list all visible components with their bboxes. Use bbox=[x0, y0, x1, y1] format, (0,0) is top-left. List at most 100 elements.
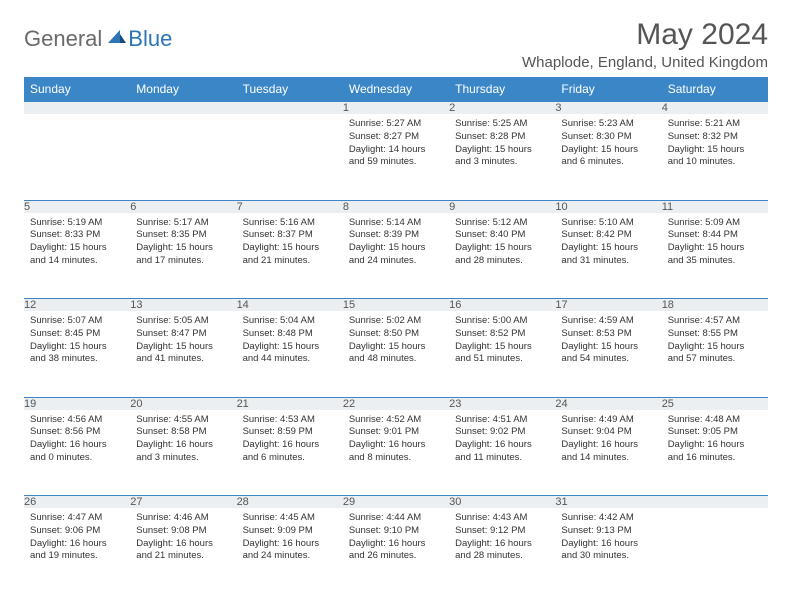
day-number: 10 bbox=[555, 200, 661, 213]
day-number: 15 bbox=[343, 299, 449, 312]
day-number: 28 bbox=[237, 496, 343, 509]
day-number: 12 bbox=[24, 299, 130, 312]
day-cell: Sunrise: 5:12 AMSunset: 8:40 PMDaylight:… bbox=[449, 213, 555, 299]
day-body: Sunrise: 4:49 AMSunset: 9:04 PMDaylight:… bbox=[555, 410, 661, 471]
day-body: Sunrise: 5:09 AMSunset: 8:44 PMDaylight:… bbox=[662, 213, 768, 274]
day-body: Sunrise: 4:59 AMSunset: 8:53 PMDaylight:… bbox=[555, 311, 661, 372]
day-body: Sunrise: 4:52 AMSunset: 9:01 PMDaylight:… bbox=[343, 410, 449, 471]
day-number: 16 bbox=[449, 299, 555, 312]
location-text: Whaplode, England, United Kingdom bbox=[522, 54, 768, 71]
day-number: 20 bbox=[130, 397, 236, 410]
day-body: Sunrise: 4:57 AMSunset: 8:55 PMDaylight:… bbox=[662, 311, 768, 372]
day-body: Sunrise: 5:04 AMSunset: 8:48 PMDaylight:… bbox=[237, 311, 343, 372]
day-body: Sunrise: 5:19 AMSunset: 8:33 PMDaylight:… bbox=[24, 213, 130, 274]
day-number: 6 bbox=[130, 200, 236, 213]
day-body: Sunrise: 5:16 AMSunset: 8:37 PMDaylight:… bbox=[237, 213, 343, 274]
day-header: Saturday bbox=[662, 77, 768, 102]
day-cell: Sunrise: 4:49 AMSunset: 9:04 PMDaylight:… bbox=[555, 410, 661, 496]
title-block: May 2024 Whaplode, England, United Kingd… bbox=[522, 18, 768, 71]
day-body: Sunrise: 4:42 AMSunset: 9:13 PMDaylight:… bbox=[555, 508, 661, 569]
day-body: Sunrise: 4:43 AMSunset: 9:12 PMDaylight:… bbox=[449, 508, 555, 569]
day-number: 21 bbox=[237, 397, 343, 410]
week-number-row: 19202122232425 bbox=[24, 397, 768, 410]
day-number: 8 bbox=[343, 200, 449, 213]
week-number-row: 262728293031 bbox=[24, 496, 768, 509]
day-cell: Sunrise: 4:55 AMSunset: 8:58 PMDaylight:… bbox=[130, 410, 236, 496]
week-body-row: Sunrise: 4:56 AMSunset: 8:56 PMDaylight:… bbox=[24, 410, 768, 496]
day-number: 30 bbox=[449, 496, 555, 509]
day-number: 26 bbox=[24, 496, 130, 509]
day-cell: Sunrise: 5:09 AMSunset: 8:44 PMDaylight:… bbox=[662, 213, 768, 299]
day-number: 31 bbox=[555, 496, 661, 509]
day-body: Sunrise: 4:45 AMSunset: 9:09 PMDaylight:… bbox=[237, 508, 343, 569]
day-header: Tuesday bbox=[237, 77, 343, 102]
day-body: Sunrise: 4:48 AMSunset: 9:05 PMDaylight:… bbox=[662, 410, 768, 471]
day-cell: Sunrise: 5:05 AMSunset: 8:47 PMDaylight:… bbox=[130, 311, 236, 397]
day-number: 19 bbox=[24, 397, 130, 410]
day-cell: Sunrise: 4:44 AMSunset: 9:10 PMDaylight:… bbox=[343, 508, 449, 594]
day-cell: Sunrise: 4:52 AMSunset: 9:01 PMDaylight:… bbox=[343, 410, 449, 496]
day-number: 11 bbox=[662, 200, 768, 213]
day-number: 9 bbox=[449, 200, 555, 213]
day-number: 5 bbox=[24, 200, 130, 213]
day-header: Wednesday bbox=[343, 77, 449, 102]
calendar-table: SundayMondayTuesdayWednesdayThursdayFrid… bbox=[24, 77, 768, 594]
empty-day-cell bbox=[662, 508, 768, 594]
day-cell: Sunrise: 5:14 AMSunset: 8:39 PMDaylight:… bbox=[343, 213, 449, 299]
day-cell: Sunrise: 4:51 AMSunset: 9:02 PMDaylight:… bbox=[449, 410, 555, 496]
day-cell: Sunrise: 5:25 AMSunset: 8:28 PMDaylight:… bbox=[449, 114, 555, 200]
day-cell: Sunrise: 4:46 AMSunset: 9:08 PMDaylight:… bbox=[130, 508, 236, 594]
day-cell: Sunrise: 5:27 AMSunset: 8:27 PMDaylight:… bbox=[343, 114, 449, 200]
day-cell: Sunrise: 5:07 AMSunset: 8:45 PMDaylight:… bbox=[24, 311, 130, 397]
day-body: Sunrise: 5:05 AMSunset: 8:47 PMDaylight:… bbox=[130, 311, 236, 372]
day-cell: Sunrise: 5:10 AMSunset: 8:42 PMDaylight:… bbox=[555, 213, 661, 299]
empty-day-number bbox=[662, 496, 768, 509]
day-cell: Sunrise: 4:53 AMSunset: 8:59 PMDaylight:… bbox=[237, 410, 343, 496]
logo-text-blue: Blue bbox=[128, 26, 172, 52]
day-body: Sunrise: 5:17 AMSunset: 8:35 PMDaylight:… bbox=[130, 213, 236, 274]
day-cell: Sunrise: 4:59 AMSunset: 8:53 PMDaylight:… bbox=[555, 311, 661, 397]
day-body: Sunrise: 5:12 AMSunset: 8:40 PMDaylight:… bbox=[449, 213, 555, 274]
day-cell: Sunrise: 4:57 AMSunset: 8:55 PMDaylight:… bbox=[662, 311, 768, 397]
day-body: Sunrise: 5:00 AMSunset: 8:52 PMDaylight:… bbox=[449, 311, 555, 372]
empty-day-cell bbox=[237, 114, 343, 200]
day-cell: Sunrise: 5:16 AMSunset: 8:37 PMDaylight:… bbox=[237, 213, 343, 299]
day-number: 4 bbox=[662, 102, 768, 115]
day-body: Sunrise: 5:14 AMSunset: 8:39 PMDaylight:… bbox=[343, 213, 449, 274]
day-body: Sunrise: 4:51 AMSunset: 9:02 PMDaylight:… bbox=[449, 410, 555, 471]
day-cell: Sunrise: 4:43 AMSunset: 9:12 PMDaylight:… bbox=[449, 508, 555, 594]
day-body: Sunrise: 5:23 AMSunset: 8:30 PMDaylight:… bbox=[555, 114, 661, 175]
day-header: Thursday bbox=[449, 77, 555, 102]
day-number: 1 bbox=[343, 102, 449, 115]
empty-day-number bbox=[237, 102, 343, 115]
day-cell: Sunrise: 5:00 AMSunset: 8:52 PMDaylight:… bbox=[449, 311, 555, 397]
week-number-row: 567891011 bbox=[24, 200, 768, 213]
day-body: Sunrise: 4:53 AMSunset: 8:59 PMDaylight:… bbox=[237, 410, 343, 471]
week-body-row: Sunrise: 4:47 AMSunset: 9:06 PMDaylight:… bbox=[24, 508, 768, 594]
day-body: Sunrise: 4:56 AMSunset: 8:56 PMDaylight:… bbox=[24, 410, 130, 471]
empty-day-cell bbox=[24, 114, 130, 200]
empty-day-number bbox=[24, 102, 130, 115]
week-body-row: Sunrise: 5:07 AMSunset: 8:45 PMDaylight:… bbox=[24, 311, 768, 397]
day-body: Sunrise: 5:21 AMSunset: 8:32 PMDaylight:… bbox=[662, 114, 768, 175]
day-cell: Sunrise: 4:42 AMSunset: 9:13 PMDaylight:… bbox=[555, 508, 661, 594]
day-body: Sunrise: 4:46 AMSunset: 9:08 PMDaylight:… bbox=[130, 508, 236, 569]
day-body: Sunrise: 5:07 AMSunset: 8:45 PMDaylight:… bbox=[24, 311, 130, 372]
day-number: 27 bbox=[130, 496, 236, 509]
day-header-row: SundayMondayTuesdayWednesdayThursdayFrid… bbox=[24, 77, 768, 102]
logo: General Blue bbox=[24, 26, 172, 52]
logo-text-general: General bbox=[24, 26, 102, 52]
page-title: May 2024 bbox=[522, 18, 768, 52]
day-cell: Sunrise: 4:45 AMSunset: 9:09 PMDaylight:… bbox=[237, 508, 343, 594]
day-number: 29 bbox=[343, 496, 449, 509]
day-body: Sunrise: 4:44 AMSunset: 9:10 PMDaylight:… bbox=[343, 508, 449, 569]
day-cell: Sunrise: 5:19 AMSunset: 8:33 PMDaylight:… bbox=[24, 213, 130, 299]
day-cell: Sunrise: 5:02 AMSunset: 8:50 PMDaylight:… bbox=[343, 311, 449, 397]
day-header: Sunday bbox=[24, 77, 130, 102]
day-body: Sunrise: 5:27 AMSunset: 8:27 PMDaylight:… bbox=[343, 114, 449, 175]
day-number: 17 bbox=[555, 299, 661, 312]
day-number: 24 bbox=[555, 397, 661, 410]
week-number-row: 12131415161718 bbox=[24, 299, 768, 312]
day-cell: Sunrise: 4:56 AMSunset: 8:56 PMDaylight:… bbox=[24, 410, 130, 496]
day-body: Sunrise: 5:10 AMSunset: 8:42 PMDaylight:… bbox=[555, 213, 661, 274]
